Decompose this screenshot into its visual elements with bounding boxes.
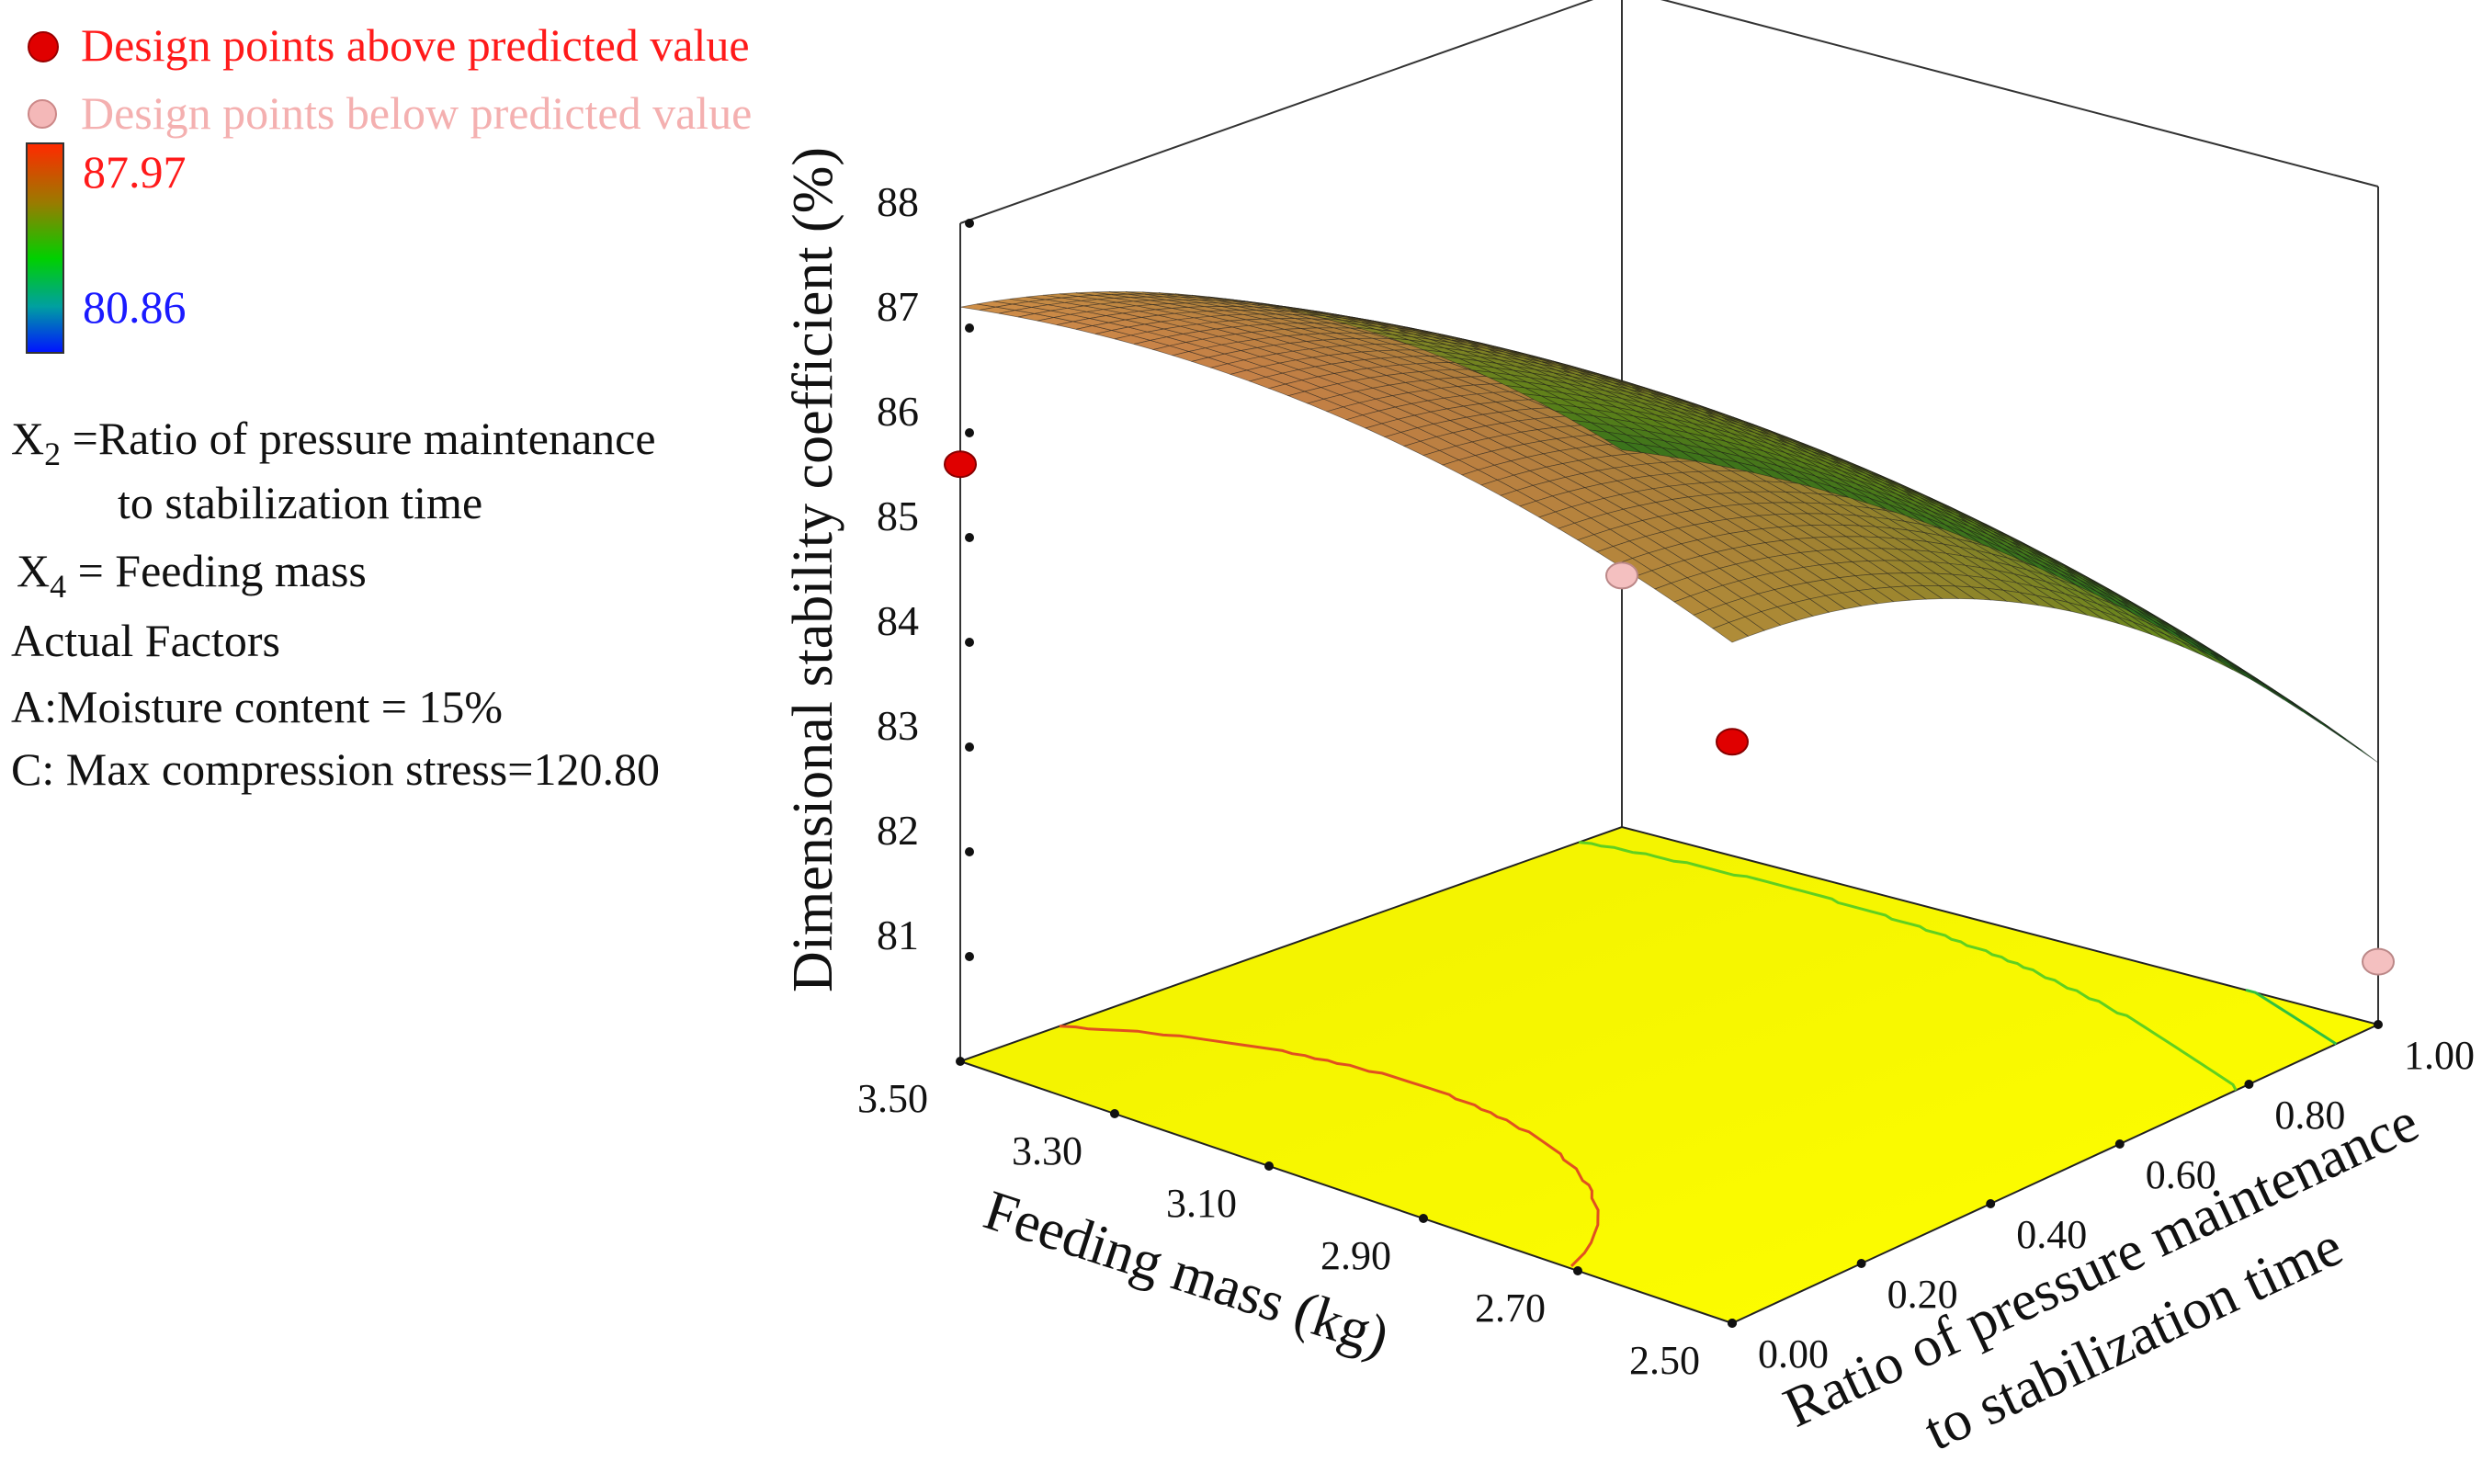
above-marker-icon [28, 31, 59, 62]
x2-symbol: X [11, 413, 45, 464]
x4-symbol: X [17, 545, 51, 596]
x2-equals: = [72, 413, 98, 464]
y-tick-mark [2114, 1139, 2125, 1149]
design-points [944, 450, 2395, 976]
design-point-above [944, 450, 977, 479]
y-tick-mark [2244, 1080, 2254, 1089]
z-axis-title: Dimensional stability coefficient (%) [782, 147, 844, 992]
y-tick-mark [1856, 1259, 1866, 1268]
x-tick-label: 3.10 [1166, 1181, 1237, 1226]
factor-a-prefix: A: [11, 681, 57, 732]
x2-text-line1: Ratio of pressure maintenance [97, 413, 656, 464]
x4-subscript: 4 [50, 568, 67, 605]
x-tick-label: 3.50 [857, 1076, 928, 1121]
z-tick-label: 84 [877, 597, 919, 644]
z-tick-mark [965, 219, 974, 228]
contour-line [1579, 841, 2238, 1092]
z-tick-mark [965, 533, 974, 542]
y-tick-label: 0.80 [2274, 1093, 2345, 1138]
z-tick-mark [965, 742, 974, 752]
legend-above-label: Design points above predicted value [81, 19, 750, 71]
x4-text: = Feeding mass [77, 545, 367, 596]
legend-panel: Design points above predicted value Desi… [0, 0, 790, 827]
factor-a-text: Moisture content = 15% [57, 681, 504, 732]
design-point-above [1716, 728, 1749, 756]
z-tick-label: 88 [877, 178, 919, 225]
z-tick-label: 83 [877, 702, 919, 749]
x-tick-mark [1264, 1161, 1274, 1171]
y-tick-label: 1.00 [2404, 1033, 2475, 1078]
z-tick-mark [965, 638, 974, 647]
axis-ticks: 81 82 83 84 85 86 87 88 3.50 3.30 3.10 2.90 2.70 2.50… [857, 178, 2475, 1383]
z-tick-mark [965, 323, 974, 333]
x-tick-label: 3.30 [1012, 1128, 1082, 1173]
x4-definition: X4 = Feeding mass [17, 544, 367, 605]
x2-definition: X2 =Ratio of pressure maintenance [11, 412, 656, 472]
z-tick-label: 81 [877, 912, 919, 958]
design-point-below [2362, 947, 2395, 976]
y-tick-mark [1986, 1199, 1996, 1208]
z-tick-label: 82 [877, 807, 919, 854]
y-tick-label: 0.60 [2146, 1152, 2216, 1197]
surface-cell [2342, 737, 2379, 764]
x-tick-mark [1573, 1266, 1582, 1275]
design-point-below [1605, 561, 1638, 590]
x-tick-mark [1110, 1109, 1119, 1118]
response-surface [959, 291, 2379, 764]
y-tick-label: 0.40 [2016, 1212, 2087, 1257]
below-marker-icon [28, 99, 57, 129]
z-tick-label: 86 [877, 388, 919, 435]
color-scale-min: 80.86 [83, 281, 187, 333]
legend-below-label: Design points below predicted value [81, 87, 753, 139]
x-tick-label: 2.90 [1320, 1233, 1391, 1278]
x-tick-label: 2.70 [1475, 1286, 1546, 1331]
factor-c: C: Max compression stress=120.80 [11, 742, 660, 796]
x2-subscript: 2 [44, 436, 62, 472]
z-tick-label: 87 [877, 283, 919, 330]
z-tick-label: 85 [877, 493, 919, 539]
z-tick-mark [965, 428, 974, 437]
factor-a: A:Moisture content = 15% [11, 680, 503, 733]
color-scale-max: 87.97 [83, 146, 187, 198]
y-tick-mark [1728, 1319, 1737, 1328]
z-tick-mark [965, 847, 974, 856]
box-top-edge [959, 0, 1594, 224]
x-tick-mark [956, 1057, 965, 1066]
contour-line [1059, 1025, 1600, 1267]
x2-text-line2: to stabilization time [118, 477, 483, 528]
y-tick-label: 0.00 [1758, 1331, 1829, 1376]
y-tick-label: 0.20 [1887, 1272, 1958, 1317]
z-tick-mark [965, 952, 974, 961]
contour-floor [957, 825, 2381, 1325]
x-tick-label: 2.50 [1629, 1338, 1700, 1383]
actual-factors-title: Actual Factors [11, 615, 280, 666]
x-tick-mark [1419, 1214, 1428, 1223]
contour-line [2245, 988, 2338, 1046]
y-tick-mark [2374, 1020, 2383, 1029]
factor-c-text: Max compression stress=120.80 [65, 743, 660, 795]
box-top-edge [1660, 0, 2379, 187]
factor-c-prefix: C: [11, 743, 55, 795]
color-scale-bar [26, 142, 64, 354]
